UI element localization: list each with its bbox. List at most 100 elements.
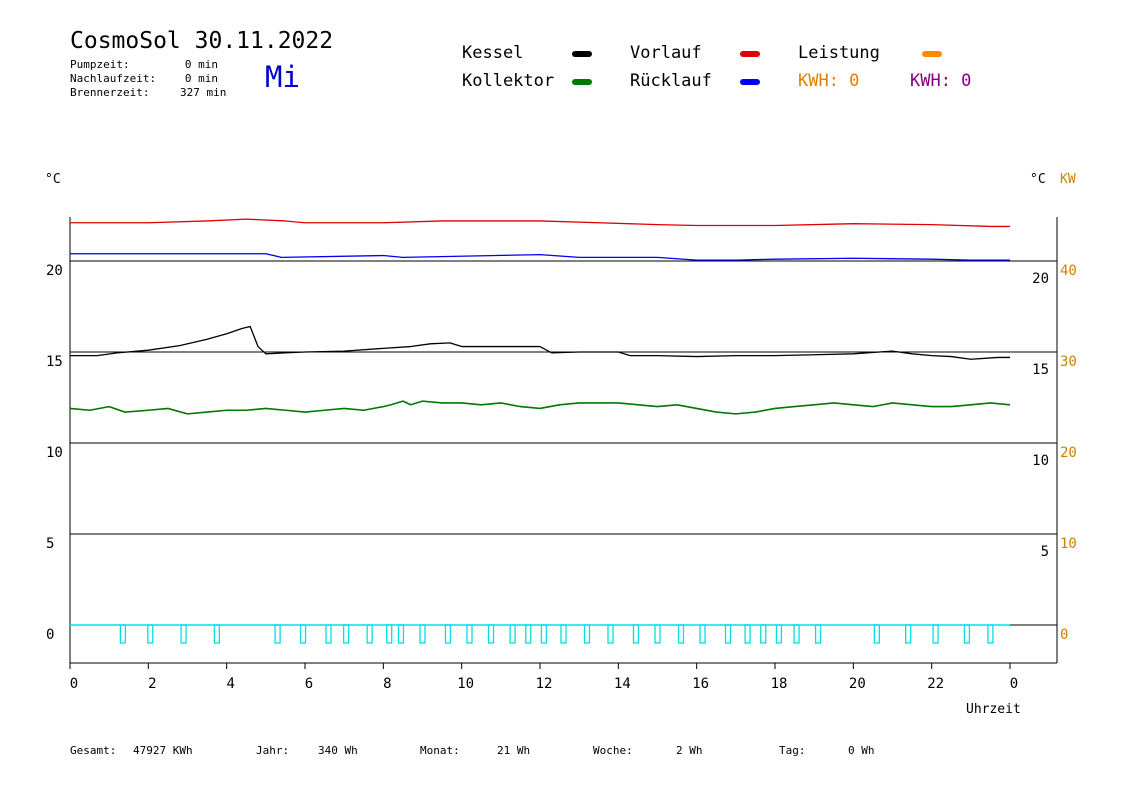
y-tick-right-10: 10 bbox=[1032, 453, 1049, 469]
legend-leistung-swatch bbox=[922, 51, 942, 57]
y-tick-kw-30: 30 bbox=[1060, 354, 1077, 370]
y-tick-left-10: 10 bbox=[46, 445, 63, 461]
series-line-kessel bbox=[70, 325, 1010, 360]
legend-ruecklauf-label: Rücklauf bbox=[630, 71, 712, 91]
footer-monat-label: Monat: bbox=[420, 744, 460, 757]
footer-monat-value: 21 Wh bbox=[497, 744, 531, 757]
pump-pulse-18 bbox=[560, 624, 567, 644]
pump-pulse-24 bbox=[699, 624, 706, 644]
series-line-kollektor bbox=[69, 400, 1011, 415]
pump-pulse-5 bbox=[299, 624, 307, 644]
x-tick-label-3: 6 bbox=[305, 676, 313, 692]
footer-jahr-value: 340 Wh bbox=[318, 744, 358, 757]
x-tick-label-2: 4 bbox=[226, 676, 234, 692]
x-tick-label-11: 22 bbox=[927, 676, 944, 692]
y-tick-right-15: 15 bbox=[1032, 362, 1049, 378]
footer-tag-value: 0 Wh bbox=[848, 744, 875, 757]
legend-kollektor-label: Kollektor bbox=[462, 71, 555, 91]
x-tick-label-7: 14 bbox=[614, 676, 631, 692]
pump-pulse-2 bbox=[180, 624, 187, 644]
y-tick-right-20: 20 bbox=[1032, 271, 1049, 287]
pumpzeit-label: Pumpzeit: bbox=[70, 58, 130, 71]
pump-pulse-3 bbox=[213, 624, 221, 644]
pump-pulse-21 bbox=[632, 624, 640, 644]
legend-kessel-label: Kessel bbox=[462, 43, 524, 63]
pump-pulse-8 bbox=[366, 624, 373, 644]
x-tick-label-6: 12 bbox=[536, 676, 553, 692]
weekday-label: Mi bbox=[265, 60, 300, 94]
pumpzeit-value: 0 min bbox=[184, 58, 218, 71]
legend-vorlauf-swatch bbox=[740, 51, 760, 57]
x-tick-label-1: 2 bbox=[148, 676, 156, 692]
x-tick-label-5: 10 bbox=[457, 676, 474, 692]
pump-pulse-28 bbox=[775, 624, 783, 644]
pump-pulse-9 bbox=[386, 624, 393, 644]
x-tick-label-12: 0 bbox=[1010, 676, 1018, 692]
pump-pulse-10 bbox=[397, 624, 405, 644]
legend-kessel-swatch bbox=[572, 51, 592, 57]
y-tick-kw-10: 10 bbox=[1060, 536, 1077, 552]
pump-pulse-29 bbox=[793, 624, 800, 644]
right-axis-unit-celsius: °C bbox=[1030, 172, 1046, 187]
footer-woche-label: Woche: bbox=[593, 744, 633, 757]
y-tick-kw-0: 0 bbox=[1060, 627, 1068, 643]
chart-title: CosmoSol 30.11.2022 bbox=[70, 28, 334, 54]
x-tick-label-8: 16 bbox=[692, 676, 709, 692]
pump-pulse-15 bbox=[509, 624, 516, 644]
pump-pulse-20 bbox=[607, 624, 614, 644]
pump-pulse-4 bbox=[274, 624, 281, 644]
footer-gesamt-value: 47927 KWh bbox=[133, 744, 193, 757]
pump-pulse-13 bbox=[466, 624, 473, 644]
x-tick-label-0: 0 bbox=[70, 676, 78, 692]
pump-pulse-6 bbox=[325, 624, 332, 644]
pump-pulse-23 bbox=[677, 624, 685, 644]
y-tick-kw-40: 40 bbox=[1060, 263, 1077, 279]
legend-ruecklauf-swatch bbox=[740, 79, 760, 85]
series-line-ruecklauf bbox=[70, 253, 1010, 261]
x-tick-label-4: 8 bbox=[383, 676, 391, 692]
pump-pulse-27 bbox=[760, 624, 767, 644]
y-tick-left-20: 20 bbox=[46, 263, 63, 279]
pump-pulse-17 bbox=[540, 624, 548, 644]
pump-pulse-25 bbox=[724, 624, 732, 644]
pump-pulse-34 bbox=[963, 624, 971, 644]
brennerzeit-value: 327 min bbox=[180, 86, 227, 99]
pump-pulse-14 bbox=[487, 624, 495, 644]
legend-leistung-label: Leistung bbox=[798, 43, 880, 63]
pump-pulse-7 bbox=[342, 624, 350, 644]
pump-pulse-1 bbox=[147, 624, 154, 644]
pump-pulse-33 bbox=[932, 624, 939, 644]
nachlaufzeit-label: Nachlaufzeit: bbox=[70, 72, 157, 85]
y-tick-left-0: 0 bbox=[46, 627, 54, 643]
x-tick-label-9: 18 bbox=[771, 676, 788, 692]
pump-pulse-16 bbox=[525, 624, 532, 644]
y-tick-kw-20: 20 bbox=[1060, 445, 1077, 461]
pump-pulse-0 bbox=[119, 624, 127, 644]
x-tick-label-10: 20 bbox=[849, 676, 866, 692]
footer-gesamt-label: Gesamt: bbox=[70, 744, 117, 757]
brennerzeit-label: Brennerzeit: bbox=[70, 86, 150, 99]
legend-kwh-orange: KWH: 0 bbox=[798, 71, 860, 91]
y-tick-left-5: 5 bbox=[46, 536, 54, 552]
pump-pulse-11 bbox=[419, 624, 426, 644]
pump-pulse-26 bbox=[744, 624, 751, 644]
x-axis-label: Uhrzeit bbox=[966, 702, 1021, 717]
y-tick-right-5: 5 bbox=[1041, 544, 1049, 560]
right-axis-unit-kw: KW bbox=[1060, 172, 1076, 187]
y-tick-left-15: 15 bbox=[46, 354, 63, 370]
series-line-vorlauf bbox=[70, 218, 1010, 228]
pump-pulse-31 bbox=[873, 624, 880, 644]
pump-pulse-35 bbox=[987, 624, 994, 644]
pump-pulse-22 bbox=[654, 624, 661, 644]
pump-pulse-30 bbox=[814, 624, 822, 644]
pump-pulse-32 bbox=[905, 624, 912, 644]
footer-woche-value: 2 Wh bbox=[676, 744, 703, 757]
legend-vorlauf-label: Vorlauf bbox=[630, 43, 702, 63]
left-axis-unit: °C bbox=[45, 172, 61, 187]
pump-pulse-19 bbox=[583, 624, 591, 644]
pump-pulse-12 bbox=[444, 624, 452, 644]
legend-kollektor-swatch bbox=[572, 79, 592, 85]
nachlaufzeit-value: 0 min bbox=[184, 72, 218, 85]
footer-jahr-label: Jahr: bbox=[256, 744, 290, 757]
